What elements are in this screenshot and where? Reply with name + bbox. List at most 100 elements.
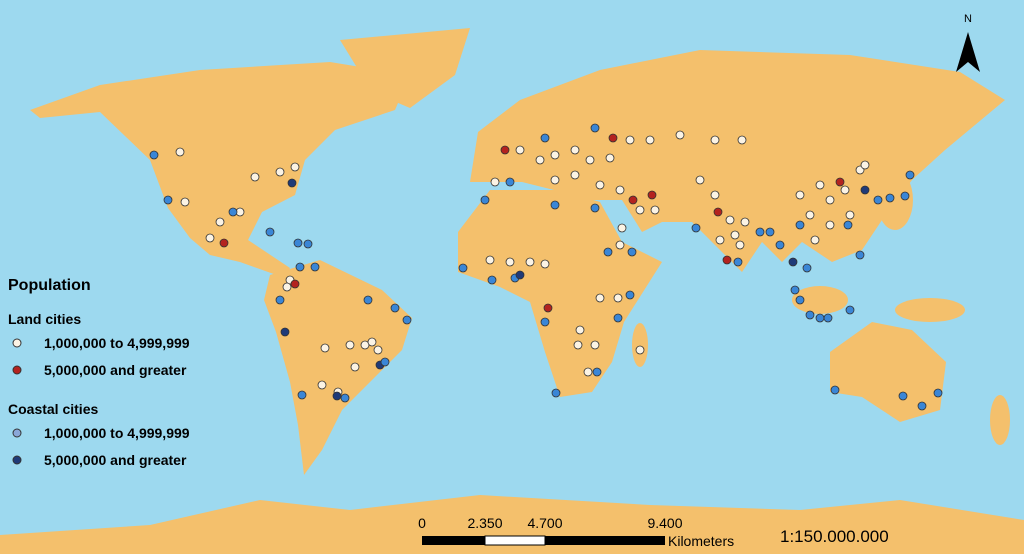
city-point xyxy=(570,145,580,155)
city-point xyxy=(628,195,638,205)
legend-item: 5,000,000 and greater xyxy=(44,452,187,468)
city-point xyxy=(505,257,515,267)
legend-symbol xyxy=(12,338,22,348)
antarctica xyxy=(0,495,1024,554)
city-point xyxy=(823,313,833,323)
city-point xyxy=(713,207,723,217)
new-guinea xyxy=(895,298,965,322)
city-point xyxy=(363,295,373,305)
city-point xyxy=(290,279,300,289)
city-point xyxy=(310,262,320,272)
city-point xyxy=(625,135,635,145)
city-point xyxy=(730,230,740,240)
city-point xyxy=(710,135,720,145)
city-point xyxy=(590,123,600,133)
city-point xyxy=(917,401,927,411)
city-point xyxy=(647,190,657,200)
city-point xyxy=(860,160,870,170)
city-point xyxy=(805,310,815,320)
city-point xyxy=(303,239,313,249)
city-point xyxy=(795,295,805,305)
city-point xyxy=(317,380,327,390)
city-point xyxy=(788,257,798,267)
city-point xyxy=(219,238,229,248)
city-point xyxy=(332,391,342,401)
north-label: N xyxy=(964,13,972,25)
city-point xyxy=(345,340,355,350)
city-point xyxy=(605,153,615,163)
city-point xyxy=(570,170,580,180)
city-point xyxy=(590,340,600,350)
city-point xyxy=(250,172,260,182)
landmasses xyxy=(0,28,1024,554)
madagascar xyxy=(632,323,648,367)
city-point xyxy=(287,178,297,188)
scale-label: 9.400 xyxy=(647,515,682,531)
city-point xyxy=(825,195,835,205)
south-america xyxy=(264,260,412,475)
new-zealand xyxy=(990,395,1010,445)
city-point xyxy=(505,177,515,187)
city-point xyxy=(297,390,307,400)
scale-bar: 0 2.350 4.700 9.400 Kilometers 1:150.000… xyxy=(418,515,889,549)
city-point xyxy=(900,191,910,201)
city-point xyxy=(795,190,805,200)
city-point xyxy=(550,200,560,210)
city-point xyxy=(265,227,275,237)
city-point xyxy=(722,255,732,265)
city-point xyxy=(843,220,853,230)
city-point xyxy=(635,205,645,215)
scale-segment xyxy=(422,536,485,545)
city-point xyxy=(898,391,908,401)
city-point xyxy=(282,282,292,292)
city-point xyxy=(613,293,623,303)
city-point xyxy=(535,155,545,165)
scale-ratio: 1:150.000.000 xyxy=(780,527,889,546)
city-point xyxy=(551,388,561,398)
city-point xyxy=(500,145,510,155)
city-point xyxy=(873,195,883,205)
city-point xyxy=(615,240,625,250)
scale-label: 4.700 xyxy=(527,515,562,531)
city-point xyxy=(905,170,915,180)
city-point xyxy=(585,155,595,165)
city-point xyxy=(617,223,627,233)
north-america xyxy=(30,62,410,278)
city-point xyxy=(515,270,525,280)
city-point xyxy=(550,175,560,185)
city-point xyxy=(613,313,623,323)
city-point xyxy=(790,285,800,295)
city-point xyxy=(933,388,943,398)
city-point xyxy=(350,362,360,372)
city-point xyxy=(280,327,290,337)
city-point xyxy=(775,240,785,250)
city-point xyxy=(845,305,855,315)
city-point xyxy=(802,263,812,273)
city-point xyxy=(380,357,390,367)
scale-segment xyxy=(545,536,665,545)
city-point xyxy=(737,135,747,145)
city-point xyxy=(845,210,855,220)
city-point xyxy=(592,367,602,377)
city-point xyxy=(293,238,303,248)
north-arrow: N xyxy=(956,13,980,72)
city-point xyxy=(215,217,225,227)
city-point xyxy=(573,340,583,350)
city-point xyxy=(625,290,635,300)
city-point xyxy=(543,303,553,313)
city-point xyxy=(608,133,618,143)
city-point xyxy=(540,133,550,143)
legend-title: Population xyxy=(8,277,91,294)
city-point xyxy=(275,295,285,305)
australia xyxy=(830,322,946,422)
city-point xyxy=(733,257,743,267)
city-point xyxy=(487,275,497,285)
britain xyxy=(480,127,500,163)
city-point xyxy=(635,345,645,355)
africa xyxy=(458,190,662,397)
eurasia xyxy=(470,50,1005,272)
city-point xyxy=(860,185,870,195)
legend-symbol xyxy=(12,428,22,438)
city-point xyxy=(825,220,835,230)
